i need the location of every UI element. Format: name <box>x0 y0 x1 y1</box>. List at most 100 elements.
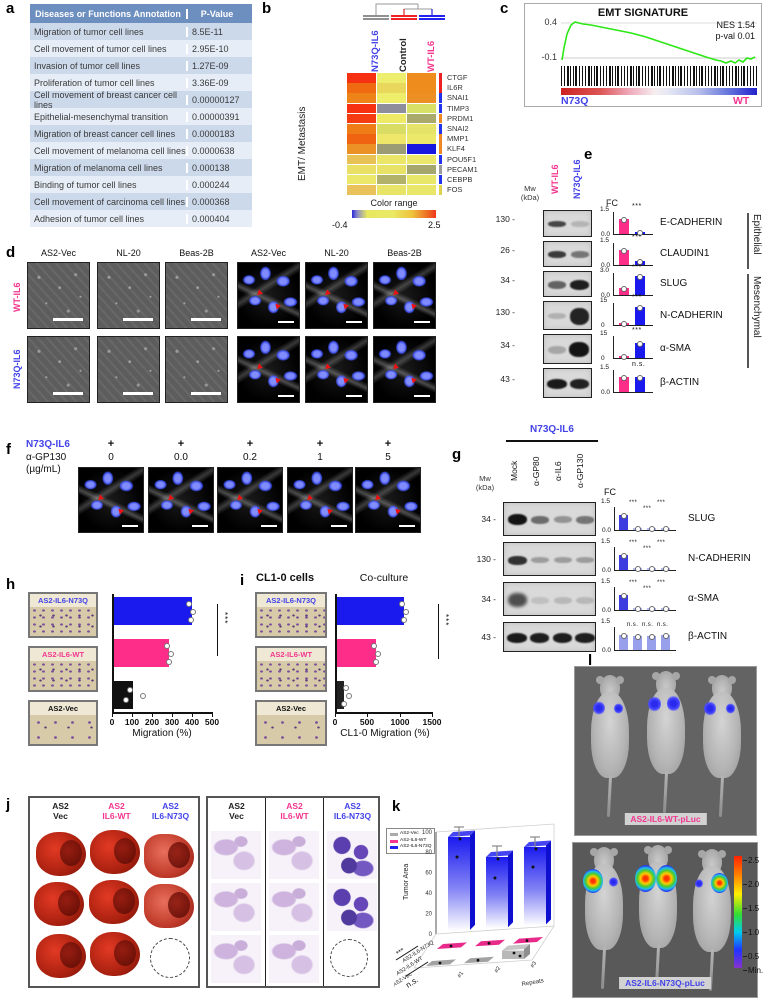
panel-f-letter: f <box>6 441 11 458</box>
x-tick-label: 500 <box>359 717 375 727</box>
group-header: AS2 IL6-WT <box>280 801 309 822</box>
fc-chart: 1.5 0.0 n.s. n.s. n.s. <box>601 618 681 654</box>
heatmap-cell <box>347 73 376 83</box>
mouse <box>689 849 735 995</box>
x-axis <box>112 712 213 714</box>
phase-micrograph <box>165 336 228 403</box>
cell-line-header: NL-20 <box>324 248 349 258</box>
western-blot <box>503 582 596 616</box>
colorbar-min: -0.4 <box>332 220 348 230</box>
sig-bracket <box>438 604 439 659</box>
ipa-annotation-table: Diseases or Functions Annotation P-Value… <box>30 4 252 227</box>
gsea-title: EMT SIGNATURE <box>597 7 689 19</box>
bar-n73q <box>337 597 404 625</box>
x-axis <box>335 712 433 714</box>
group-label-mesenchymal: Mesenchymal <box>751 276 762 338</box>
mw-value: 34 - <box>500 275 515 285</box>
scale-label: 2.0 <box>748 880 760 889</box>
k-xlabel: Repeats <box>521 978 544 988</box>
he-section <box>211 883 261 931</box>
panel-a-letter: a <box>6 0 15 17</box>
dose-value: 0 <box>108 452 114 463</box>
lane-label: α-GP80 <box>531 456 541 486</box>
group-header: AS2 IL6-WT <box>102 801 131 822</box>
lane-label: α-GP130 <box>575 453 585 489</box>
panel-h-letter: h <box>6 576 16 593</box>
protein-label: β-ACTIN <box>688 631 728 642</box>
column-divider <box>265 798 266 986</box>
table-row: Cell movement of melanoma cell lines 0.00… <box>30 142 252 159</box>
migration-thumb: AS2-IL6-WT <box>28 646 98 692</box>
bli-label-n73q: AS2-IL6-N73Q-pLuc <box>619 977 711 989</box>
lung-photo <box>34 882 84 926</box>
mw-header: Mw (kDa) <box>475 474 495 492</box>
mw-value: 34 - <box>500 340 515 350</box>
he-section <box>269 883 319 931</box>
bar-vec <box>114 681 133 709</box>
mouse <box>587 675 633 821</box>
plus-sign: + <box>177 438 185 450</box>
western-blot <box>543 210 592 237</box>
he-section-tumor <box>327 883 377 931</box>
he-section <box>211 831 261 879</box>
migration-thumb: AS2-IL6-N73Q <box>255 592 327 638</box>
svg-text:0: 0 <box>429 932 433 938</box>
bar-wt <box>114 639 169 667</box>
bar-vec <box>337 681 344 709</box>
epithelial-bracket <box>747 213 749 269</box>
mesenchymal-bracket <box>747 274 749 368</box>
x-axis-label: Migration (%) <box>132 728 192 739</box>
transwell-image <box>30 607 96 636</box>
protein-label: α-SMA <box>688 593 719 604</box>
scale-label: 2.5 <box>748 856 760 865</box>
mw-value: 43 - <box>481 632 496 642</box>
svg-text:40: 40 <box>425 891 432 897</box>
annotation-strip <box>439 73 442 83</box>
mw-header: Mw (kDa) <box>520 184 540 202</box>
nes-value: NES 1.54 <box>716 20 755 30</box>
table-row: Migration of breast cancer cell lines 0.0… <box>30 125 252 142</box>
group-header: AS2 IL6-N73Q <box>151 801 190 822</box>
x-tick-label: 1500 <box>422 717 442 727</box>
k-ylabel: Tumor Area <box>403 864 410 900</box>
i-title: CL1-0 cells <box>256 572 315 584</box>
row-label-wt-il6: WT-IL6 <box>12 282 22 312</box>
bar-row <box>114 597 214 625</box>
fc-chart: 15 0 *** <box>600 327 658 362</box>
table-row: Epithelial-mesenchymal transition 0.00000… <box>30 108 252 125</box>
protein-label: SLUG <box>660 278 688 289</box>
cell-line-header: Beas-2B <box>179 248 214 258</box>
phase-micrograph <box>27 262 90 329</box>
bli-image-wt: AS2-IL6-WT-pLuc <box>574 666 757 836</box>
y-axis <box>335 594 337 713</box>
colorbar-title: Color range <box>370 198 418 208</box>
column-header-annotation: Diseases or Functions Annotation <box>35 8 181 19</box>
gsea-stats: NES 1.54 p-val 0.01 <box>675 20 755 43</box>
fc-chart: 1.5 0.0 *** <box>600 234 658 269</box>
sig-bracket <box>217 604 218 656</box>
fc-chart: 3.0 0.0 *** <box>600 264 658 299</box>
mouse <box>635 845 681 991</box>
heatmap-row-group-label: EMT/ Metastasis <box>297 106 308 182</box>
he-section <box>269 935 319 983</box>
cell-line-header: Beas-2B <box>387 248 422 258</box>
k-legend: AS2-Vec AS2-IL6-WT AS2-IL6-N73Q <box>386 828 436 855</box>
svg-text:#2: #2 <box>494 966 502 974</box>
cell-line-header: AS2-Vec <box>250 248 287 258</box>
y-axis <box>112 594 114 713</box>
fc-header: FC <box>604 487 616 497</box>
migration-thumb: AS2-Vec <box>255 700 327 746</box>
group-header: AS2 Vec <box>228 801 245 822</box>
protein-label: SLUG <box>688 513 716 524</box>
bar-row <box>337 639 434 667</box>
lung-photo <box>90 830 140 874</box>
migration-thumb: AS2-IL6-WT <box>255 646 327 692</box>
i-subtitle: Co-culture <box>359 572 409 584</box>
x-tick-label: 0 <box>109 717 115 727</box>
bar-row <box>114 639 214 667</box>
if-micrograph <box>373 262 436 329</box>
row-label-n73q-il6: N73Q-IL6 <box>12 349 22 389</box>
enrichment-curve <box>561 21 757 64</box>
mw-value: 130 - <box>495 214 515 224</box>
